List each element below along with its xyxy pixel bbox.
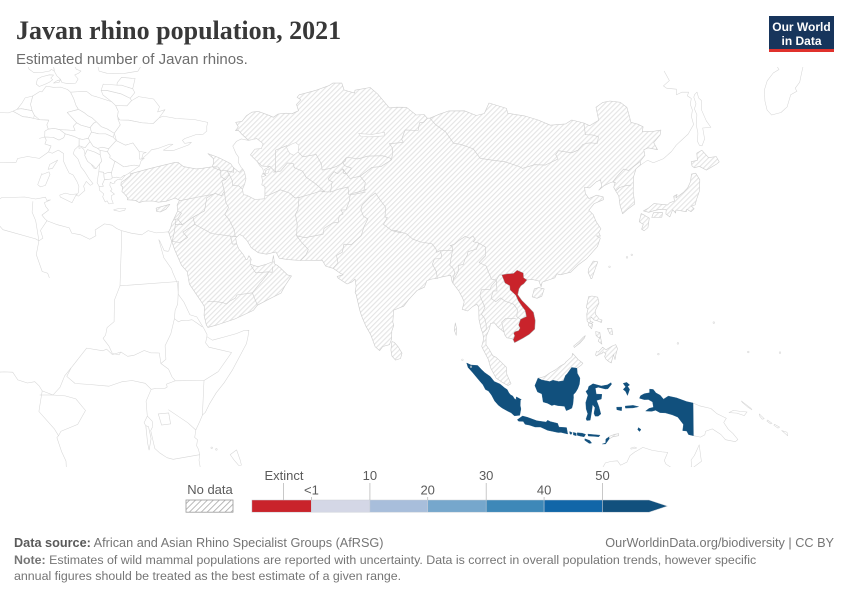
svg-text:40: 40	[537, 483, 551, 498]
svg-text:30: 30	[479, 468, 493, 483]
svg-text:No data: No data	[187, 482, 233, 497]
svg-text:50: 50	[595, 468, 609, 483]
svg-text:<1: <1	[304, 483, 319, 498]
svg-text:10: 10	[363, 468, 377, 483]
svg-text:Extinct: Extinct	[264, 468, 303, 483]
svg-text:20: 20	[420, 483, 434, 498]
